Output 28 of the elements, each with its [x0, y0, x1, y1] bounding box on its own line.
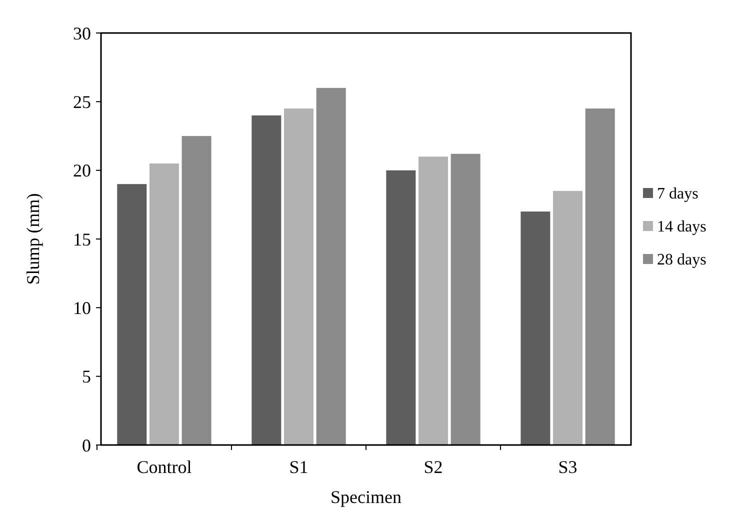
x-tick-label: S2 — [424, 457, 443, 477]
bar — [418, 156, 448, 445]
y-tick-label: 25 — [73, 92, 91, 112]
y-tick-label: 0 — [82, 435, 91, 456]
legend-label: 14 days — [657, 218, 706, 236]
x-axis-title: Specimen — [330, 487, 402, 507]
bar — [182, 136, 212, 445]
bar — [252, 115, 282, 445]
legend-label: 7 days — [657, 186, 698, 203]
bar — [386, 170, 416, 445]
bar — [585, 108, 615, 445]
bar — [553, 190, 583, 445]
x-tick-label: Control — [136, 457, 192, 477]
bar — [520, 212, 550, 445]
x-tick-label: S3 — [558, 457, 578, 477]
y-tick-label: 15 — [73, 229, 91, 250]
y-tick-label: 5 — [82, 366, 91, 387]
bar — [316, 88, 346, 445]
y-tick-label: 30 — [73, 23, 91, 44]
bar — [117, 184, 147, 445]
y-tick-label: 10 — [73, 298, 91, 318]
bar — [284, 108, 314, 445]
y-axis-title: Slump (mm) — [23, 193, 43, 285]
x-tick-label: S1 — [289, 457, 308, 477]
bar — [149, 163, 179, 445]
bar — [450, 154, 480, 445]
y-tick-label: 20 — [73, 160, 91, 181]
legend-label: 28 days — [657, 252, 706, 269]
